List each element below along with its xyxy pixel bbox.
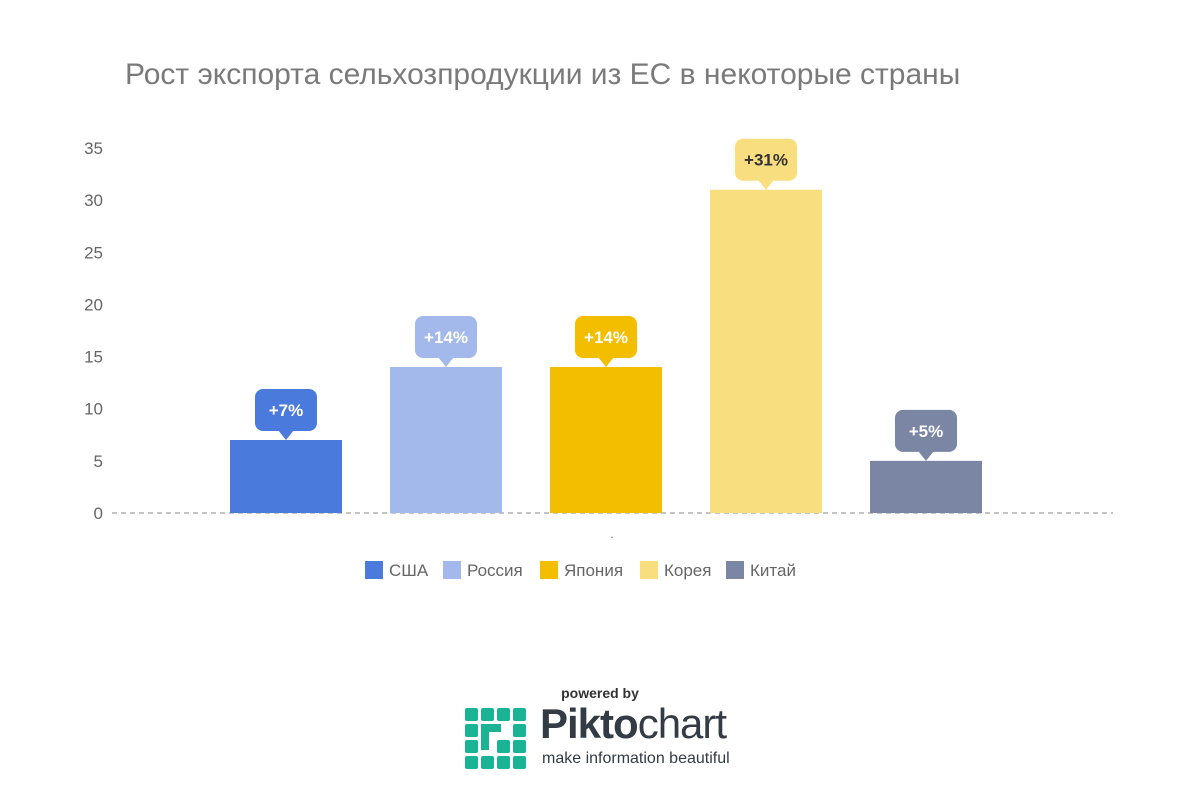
legend-item: США	[365, 561, 429, 580]
brand-tagline: make information beautiful	[542, 750, 730, 767]
legend-swatch	[640, 561, 658, 579]
bar	[710, 189, 822, 513]
legend-label: США	[389, 561, 429, 580]
data-label-bubble	[255, 389, 317, 431]
legend-swatch	[443, 561, 461, 579]
brand-name-light: chart	[637, 700, 727, 747]
legend-swatch	[726, 561, 744, 579]
legend-item: Россия	[443, 561, 523, 580]
data-label-pointer	[278, 430, 294, 440]
data-label: +14%	[415, 316, 477, 367]
legend-item: Корея	[640, 561, 711, 580]
logo-tile	[513, 740, 526, 753]
y-tick-label: 10	[84, 400, 103, 419]
logo-tile	[513, 708, 526, 721]
data-label: +7%	[255, 389, 317, 440]
logo-tile	[497, 756, 510, 769]
logo-tile	[513, 724, 526, 737]
x-tick-label: .	[610, 527, 613, 541]
logo-tile	[497, 740, 510, 753]
bar	[550, 367, 662, 513]
data-label-pointer	[438, 357, 454, 367]
logo-tile	[465, 740, 478, 753]
legend-item: Китай	[726, 561, 796, 580]
data-labels-group: +7% +14% +14% +31% +5%	[255, 138, 957, 461]
data-label-text: +14%	[424, 328, 468, 347]
bar	[230, 440, 342, 513]
y-tick-label: 5	[94, 452, 103, 471]
y-tick-label: 15	[84, 348, 103, 367]
chart: Рост экспорта сельхозпродукции из ЕС в н…	[84, 58, 1113, 580]
y-tick-label: 0	[94, 504, 103, 523]
logo-tile	[465, 724, 478, 737]
logo-tile	[513, 756, 526, 769]
bar	[870, 460, 982, 513]
legend-label: Россия	[467, 561, 523, 580]
logo-tile	[481, 756, 494, 769]
data-label-pointer	[918, 450, 934, 461]
logo-tile	[481, 708, 494, 721]
data-label-bubble	[735, 138, 797, 181]
legend-swatch	[365, 561, 383, 579]
legend-label: Корея	[664, 561, 711, 580]
logo-tile	[497, 708, 510, 721]
legend-label: Япония	[564, 561, 623, 580]
data-label-pointer	[598, 357, 614, 367]
data-label: +31%	[735, 138, 797, 190]
data-label-pointer	[758, 179, 774, 190]
logo-tile	[481, 724, 489, 750]
y-tick-label: 25	[84, 243, 103, 262]
data-label-text: +31%	[744, 151, 788, 170]
data-label-bubble	[415, 316, 477, 358]
data-label-text: +5%	[909, 422, 944, 441]
bar	[390, 367, 502, 513]
brand-name-bold: Pikto	[540, 700, 639, 747]
logo-tile	[465, 708, 478, 721]
y-tick-label: 20	[84, 295, 103, 314]
legend-item: Япония	[540, 561, 623, 580]
y-tick-label: 30	[84, 191, 103, 210]
brand-name: Piktochart	[540, 700, 727, 748]
data-label-bubble	[895, 409, 957, 452]
bars-group	[230, 189, 982, 513]
data-label-bubble	[575, 316, 637, 358]
powered-by-text: powered by	[561, 685, 639, 701]
data-label-text: +7%	[269, 401, 304, 420]
y-axis: 0 5 10 15 20 25 30 35	[84, 139, 103, 523]
data-label: +14%	[575, 316, 637, 367]
data-label: +5%	[895, 409, 957, 461]
y-tick-label: 35	[84, 139, 103, 158]
chart-title: Рост экспорта сельхозпродукции из ЕС в н…	[125, 58, 960, 91]
legend-label: Китай	[750, 561, 796, 580]
piktochart-logo-icon	[465, 708, 526, 769]
logo-tile	[465, 756, 478, 769]
legend: США Россия Япония Корея Китай	[365, 561, 796, 580]
logo-tile	[481, 724, 501, 732]
data-label-text: +14%	[584, 328, 628, 347]
footer: powered by Piktochart make information b…	[0, 680, 1200, 780]
legend-swatch	[540, 561, 558, 579]
